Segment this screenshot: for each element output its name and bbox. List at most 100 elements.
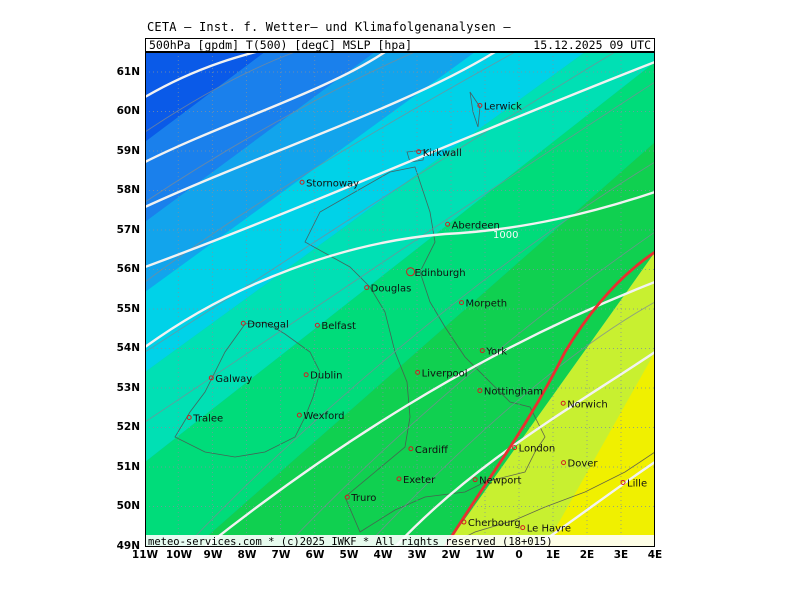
city-marker bbox=[415, 369, 421, 375]
city-marker bbox=[364, 285, 370, 291]
orkney-outline bbox=[406, 149, 426, 163]
lon-label: 0 bbox=[515, 549, 523, 561]
city-marker bbox=[620, 479, 626, 485]
chart-title: CETA – Inst. f. Wetter– und Klimafolgena… bbox=[147, 20, 511, 34]
city-label: Galway bbox=[215, 374, 252, 385]
lat-label: 58N bbox=[116, 184, 140, 196]
city-label: Cherbourg bbox=[468, 518, 521, 529]
city-marker bbox=[477, 388, 483, 394]
ireland-outline bbox=[174, 321, 321, 458]
city-label: Wexford bbox=[303, 411, 344, 422]
lon-label: 10W bbox=[165, 549, 193, 561]
city-label: Tralee bbox=[192, 414, 223, 425]
city-label: Exeter bbox=[403, 475, 436, 486]
temp-band-yellow bbox=[545, 352, 655, 547]
valid-time: 15.12.2025 09 UTC bbox=[533, 38, 651, 52]
city-label: Stornoway bbox=[306, 178, 359, 189]
isobars bbox=[145, 52, 655, 547]
city-marker bbox=[445, 221, 451, 227]
france-coast bbox=[444, 451, 655, 547]
city-label: Cardiff bbox=[415, 445, 449, 456]
city-label: Truro bbox=[350, 493, 376, 504]
city-marker bbox=[459, 300, 465, 306]
city-marker bbox=[561, 460, 567, 466]
city-marker bbox=[472, 477, 478, 483]
lat-label: 60N bbox=[116, 105, 140, 117]
city-marker bbox=[479, 348, 485, 354]
lat-label: 50N bbox=[116, 500, 140, 512]
lon-label: 5W bbox=[339, 549, 359, 561]
isobar-1 bbox=[145, 52, 260, 99]
lon-label: 2E bbox=[579, 549, 595, 561]
city-marker bbox=[186, 415, 192, 421]
shetland-outline bbox=[469, 91, 481, 128]
city-marker bbox=[314, 322, 320, 328]
lat-label: 57N bbox=[116, 224, 140, 236]
thin-contours bbox=[145, 52, 655, 547]
city-label: Lerwick bbox=[484, 101, 522, 112]
isobar-1000 bbox=[145, 190, 655, 348]
isobar-7 bbox=[394, 351, 655, 547]
lon-label: 3W bbox=[407, 549, 427, 561]
lon-label: 3E bbox=[613, 549, 629, 561]
great-britain-outline bbox=[304, 166, 546, 533]
city-label: Le Havre bbox=[527, 524, 571, 535]
city-marker bbox=[303, 372, 309, 378]
lon-label: 1W bbox=[475, 549, 495, 561]
lon-label: 4E bbox=[647, 549, 663, 561]
lat-label: 49N bbox=[116, 540, 140, 552]
isobar-3 bbox=[145, 52, 496, 209]
city-marker bbox=[416, 149, 422, 155]
city-label: Nottingham bbox=[484, 387, 543, 398]
credit-bar bbox=[145, 535, 655, 547]
temp-band-green2 bbox=[195, 142, 655, 547]
city-marker bbox=[240, 320, 246, 326]
zero-isotherm bbox=[443, 250, 655, 547]
city-label: Aberdeen bbox=[452, 220, 500, 231]
lat-label: 61N bbox=[116, 66, 140, 78]
city-marker bbox=[299, 179, 305, 185]
lat-label: 59N bbox=[116, 145, 140, 157]
city-label: Belfast bbox=[321, 321, 356, 332]
city-marker bbox=[406, 267, 416, 277]
credit-text: meteo-services.com * (c)2025 IWKF * All … bbox=[148, 536, 553, 547]
city-marker bbox=[208, 375, 214, 381]
city-label: London bbox=[519, 444, 556, 455]
city-label: Donegal bbox=[247, 319, 289, 330]
isobar-2 bbox=[145, 52, 386, 164]
isobar-1000-label: 1000 bbox=[493, 230, 518, 241]
city-label: Liverpool bbox=[422, 368, 468, 379]
city-label: Dover bbox=[568, 459, 599, 470]
temp-band-green bbox=[145, 62, 655, 547]
city-label: Edinburgh bbox=[415, 268, 466, 279]
city-marker bbox=[477, 102, 483, 108]
city-label: Newport bbox=[479, 476, 521, 487]
lon-label: 2W bbox=[441, 549, 461, 561]
city-label: Kirkwall bbox=[423, 148, 462, 159]
lat-label: 53N bbox=[116, 382, 140, 394]
map-frame bbox=[145, 52, 655, 547]
lat-label: 55N bbox=[116, 303, 140, 315]
city-markers: Lerwick Kirkwall Stornoway Aberdeen Edinburg… bbox=[186, 101, 647, 535]
city-label: Morpeth bbox=[466, 299, 508, 310]
city-label: York bbox=[485, 347, 507, 358]
city-marker bbox=[344, 494, 350, 500]
lon-label: 9W bbox=[203, 549, 223, 561]
lon-label: 6W bbox=[305, 549, 325, 561]
lat-label: 52N bbox=[116, 421, 140, 433]
city-marker bbox=[408, 446, 414, 452]
lat-label: 54N bbox=[116, 342, 140, 354]
lon-label: 8W bbox=[237, 549, 257, 561]
lat-label: 56N bbox=[116, 263, 140, 275]
city-marker bbox=[396, 476, 402, 482]
city-marker bbox=[296, 412, 302, 418]
landmasses bbox=[174, 91, 655, 547]
field-info-bar: 500hPa [gpdm] T(500) [degC] MSLP [hpa] 1… bbox=[145, 38, 655, 52]
lon-label: 4W bbox=[373, 549, 393, 561]
city-label: Douglas bbox=[371, 284, 412, 295]
isobar-6 bbox=[204, 280, 655, 547]
city-marker bbox=[512, 445, 518, 451]
field-description: 500hPa [gpdm] T(500) [degC] MSLP [hpa] bbox=[149, 38, 413, 52]
isobar-4 bbox=[145, 60, 655, 269]
lon-label: 11W bbox=[131, 549, 159, 561]
